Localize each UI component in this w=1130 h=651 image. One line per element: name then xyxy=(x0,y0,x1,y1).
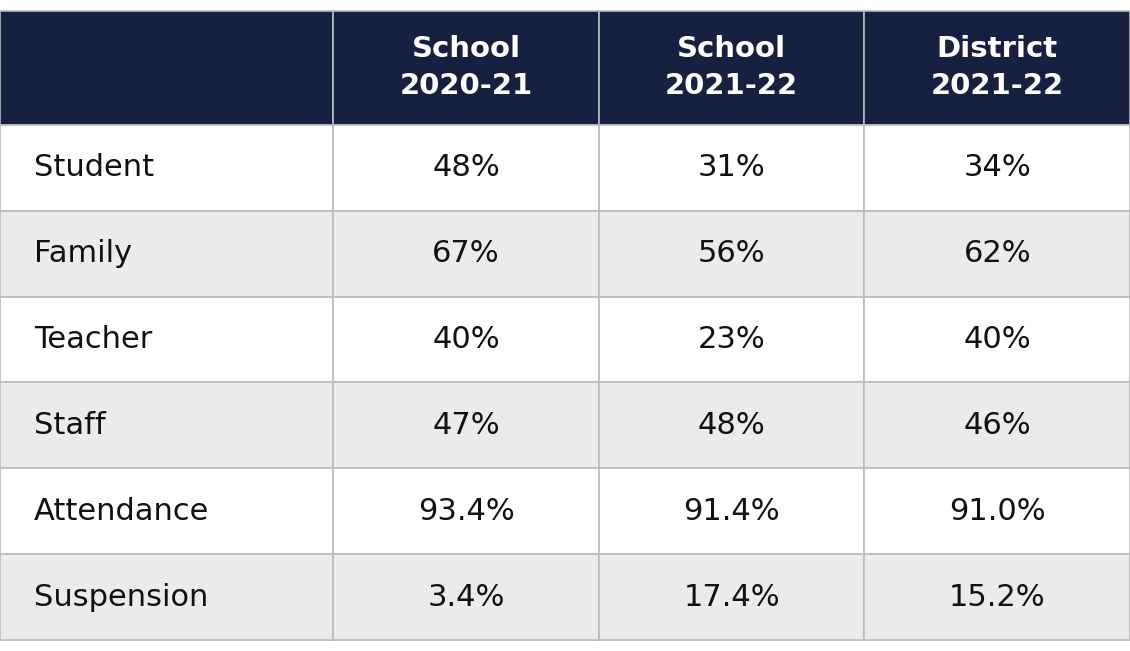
Bar xyxy=(333,297,599,383)
Bar xyxy=(864,211,1130,297)
Text: Suspension: Suspension xyxy=(34,583,208,612)
Text: 3.4%: 3.4% xyxy=(427,583,505,612)
Bar xyxy=(864,10,1130,125)
Text: 40%: 40% xyxy=(964,325,1031,354)
Text: 2020-21: 2020-21 xyxy=(400,72,532,100)
Text: Staff: Staff xyxy=(34,411,105,440)
Text: 31%: 31% xyxy=(698,153,765,182)
Text: 93.4%: 93.4% xyxy=(418,497,514,526)
Bar xyxy=(864,125,1130,211)
Text: School: School xyxy=(411,35,521,64)
Bar xyxy=(599,469,864,555)
Bar xyxy=(333,125,599,211)
Text: 2021-22: 2021-22 xyxy=(931,72,1063,100)
Bar xyxy=(599,297,864,383)
Bar xyxy=(864,469,1130,555)
Text: 17.4%: 17.4% xyxy=(684,583,780,612)
Text: 91.4%: 91.4% xyxy=(684,497,780,526)
Bar xyxy=(864,383,1130,469)
Bar xyxy=(864,297,1130,383)
Bar xyxy=(864,555,1130,641)
Text: 91.0%: 91.0% xyxy=(949,497,1045,526)
Bar xyxy=(333,211,599,297)
Text: Teacher: Teacher xyxy=(34,325,153,354)
Text: Attendance: Attendance xyxy=(34,497,209,526)
Text: District: District xyxy=(937,35,1058,64)
Bar xyxy=(599,125,864,211)
Text: 23%: 23% xyxy=(698,325,765,354)
Bar xyxy=(0,211,333,297)
Bar xyxy=(0,297,333,383)
Text: 2021-22: 2021-22 xyxy=(666,72,798,100)
Bar xyxy=(0,125,333,211)
Text: 47%: 47% xyxy=(433,411,499,440)
Bar xyxy=(333,383,599,469)
Text: 62%: 62% xyxy=(964,239,1031,268)
Text: Family: Family xyxy=(34,239,132,268)
Bar xyxy=(599,555,864,641)
Text: 15.2%: 15.2% xyxy=(949,583,1045,612)
Text: 67%: 67% xyxy=(433,239,499,268)
Bar xyxy=(333,555,599,641)
Bar xyxy=(0,10,333,125)
Text: 48%: 48% xyxy=(698,411,765,440)
Text: 46%: 46% xyxy=(964,411,1031,440)
Text: Student: Student xyxy=(34,153,154,182)
Bar xyxy=(0,383,333,469)
Text: 56%: 56% xyxy=(698,239,765,268)
Bar xyxy=(333,10,599,125)
Text: School: School xyxy=(677,35,786,64)
Bar xyxy=(0,469,333,555)
Text: 40%: 40% xyxy=(433,325,499,354)
Text: 48%: 48% xyxy=(433,153,499,182)
Bar xyxy=(0,555,333,641)
Bar xyxy=(333,469,599,555)
Text: 34%: 34% xyxy=(964,153,1031,182)
Bar xyxy=(599,211,864,297)
Bar xyxy=(599,383,864,469)
Bar xyxy=(599,10,864,125)
